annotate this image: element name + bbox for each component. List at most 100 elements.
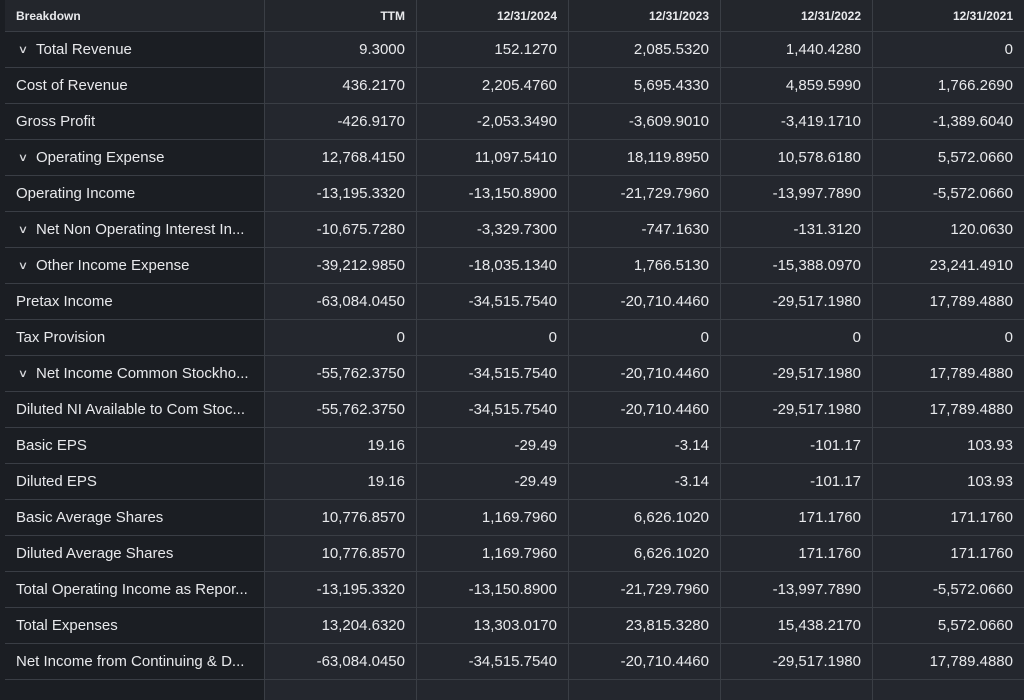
- value-cell: -55,762.3750: [265, 356, 417, 391]
- value-cell: 13,303.0170: [417, 608, 569, 643]
- value-cell: 0: [873, 320, 1024, 355]
- value-cell: -101.17: [721, 428, 873, 463]
- row-label-text: Diluted Average Shares: [16, 545, 174, 562]
- row-label-net-income-common-stockho[interactable]: ∨ Net Income Common Stockho...: [5, 356, 265, 391]
- table-row[interactable]: ∨ Net Income Common Stockho... -55,762.375…: [5, 356, 1024, 392]
- value-cell: -15,388.0970: [721, 248, 873, 283]
- table-row: Diluted NI Available to Com Stoc... -55,7…: [5, 392, 1024, 428]
- value-cell: 1,766.2690: [873, 68, 1024, 103]
- table-row[interactable]: ∨ Other Income Expense -39,212.9850 -18,035…: [5, 248, 1024, 284]
- row-label-basic-average-shares: Basic Average Shares: [5, 500, 265, 535]
- value-cell: -5,572.0660: [873, 176, 1024, 211]
- row-label-text: Other Income Expense: [36, 257, 190, 274]
- row-label-other-income-expense[interactable]: ∨ Other Income Expense: [5, 248, 265, 283]
- chevron-down-icon[interactable]: ∨: [17, 224, 29, 236]
- value-cell: 120.0630: [873, 212, 1024, 247]
- value-cell: -13,195.3320: [265, 572, 417, 607]
- row-label-basic-eps: Basic EPS: [5, 428, 265, 463]
- row-label-operating-expense[interactable]: ∨ Operating Expense: [5, 140, 265, 175]
- table-row: Diluted EPS 19.16 -29.49 -3.14 -101.17 103.93: [5, 464, 1024, 500]
- row-label-net-non-operating-interest-in[interactable]: ∨ Net Non Operating Interest In...: [5, 212, 265, 247]
- column-header-2021[interactable]: 12/31/2021: [873, 0, 1024, 31]
- value-cell: [265, 680, 417, 700]
- value-cell: 2,205.4760: [417, 68, 569, 103]
- value-cell: -20,710.4460: [569, 284, 721, 319]
- value-cell: 0: [265, 320, 417, 355]
- value-cell: 6,626.1020: [569, 536, 721, 571]
- column-header-2022[interactable]: 12/31/2022: [721, 0, 873, 31]
- row-label-net-income-from-continuing-d: Net Income from Continuing & D...: [5, 644, 265, 679]
- row-label-diluted-eps: Diluted EPS: [5, 464, 265, 499]
- table-row-partial: [5, 680, 1024, 700]
- value-cell: -10,675.7280: [265, 212, 417, 247]
- row-label-diluted-ni-available-to-com-stoc: Diluted NI Available to Com Stoc...: [5, 392, 265, 427]
- value-cell: 0: [417, 320, 569, 355]
- value-cell: 17,789.4880: [873, 356, 1024, 391]
- value-cell: -13,195.3320: [265, 176, 417, 211]
- value-cell: [417, 680, 569, 700]
- table-row: Diluted Average Shares 10,776.8570 1,169.7…: [5, 536, 1024, 572]
- value-cell: [873, 680, 1024, 700]
- value-cell: 171.1760: [873, 500, 1024, 535]
- chevron-down-icon[interactable]: ∨: [17, 152, 29, 164]
- row-label-cost-of-revenue: Cost of Revenue: [5, 68, 265, 103]
- column-header-2023[interactable]: 12/31/2023: [569, 0, 721, 31]
- value-cell: -2,053.3490: [417, 104, 569, 139]
- table-row: Total Expenses 13,204.6320 13,303.0170 23,8…: [5, 608, 1024, 644]
- value-cell: 9.3000: [265, 32, 417, 67]
- value-cell: 171.1760: [721, 536, 873, 571]
- table-row[interactable]: ∨ Total Revenue 9.3000 152.1270 2,085.5320 1,…: [5, 32, 1024, 68]
- value-cell: -63,084.0450: [265, 284, 417, 319]
- column-header-2024[interactable]: 12/31/2024: [417, 0, 569, 31]
- value-cell: -29,517.1980: [721, 284, 873, 319]
- value-cell: 2,085.5320: [569, 32, 721, 67]
- row-label-text: Total Expenses: [16, 617, 118, 634]
- chevron-down-icon[interactable]: ∨: [17, 368, 29, 380]
- value-cell: -39,212.9850: [265, 248, 417, 283]
- value-cell: -747.1630: [569, 212, 721, 247]
- table-row: Tax Provision 0 0 0 0 0: [5, 320, 1024, 356]
- table-row: Pretax Income -63,084.0450 -34,515.7540 -20…: [5, 284, 1024, 320]
- column-header-ttm[interactable]: TTM: [265, 0, 417, 31]
- chevron-down-icon[interactable]: ∨: [17, 260, 29, 272]
- table-row[interactable]: ∨ Net Non Operating Interest In... -10,675…: [5, 212, 1024, 248]
- table-header: Breakdown TTM 12/31/2024 12/31/2023 12/3…: [5, 0, 1024, 32]
- value-cell: -426.9170: [265, 104, 417, 139]
- value-cell: 12,768.4150: [265, 140, 417, 175]
- value-cell: -55,762.3750: [265, 392, 417, 427]
- value-cell: 19.16: [265, 464, 417, 499]
- table-row: Gross Profit -426.9170 -2,053.3490 -3,609.9…: [5, 104, 1024, 140]
- table-row: Basic EPS 19.16 -29.49 -3.14 -101.17 103.93: [5, 428, 1024, 464]
- row-label-text: Net Income from Continuing & D...: [16, 653, 245, 670]
- value-cell: -18,035.1340: [417, 248, 569, 283]
- value-cell: -29,517.1980: [721, 392, 873, 427]
- value-cell: -13,150.8900: [417, 176, 569, 211]
- row-label-text: Basic EPS: [16, 437, 87, 454]
- value-cell: 0: [721, 320, 873, 355]
- value-cell: [569, 680, 721, 700]
- value-cell: 436.2170: [265, 68, 417, 103]
- row-label-text: Gross Profit: [16, 113, 96, 130]
- value-cell: -20,710.4460: [569, 356, 721, 391]
- value-cell: -13,150.8900: [417, 572, 569, 607]
- row-label-text: Cost of Revenue: [16, 77, 128, 94]
- value-cell: -3,329.7300: [417, 212, 569, 247]
- table-row: Operating Income -13,195.3320 -13,150.8900…: [5, 176, 1024, 212]
- financials-table: Breakdown TTM 12/31/2024 12/31/2023 12/3…: [5, 0, 1024, 700]
- table-body: ∨ Total Revenue 9.3000 152.1270 2,085.5320 1,…: [5, 32, 1024, 680]
- table-row[interactable]: ∨ Operating Expense 12,768.4150 11,097.5410…: [5, 140, 1024, 176]
- chevron-down-icon[interactable]: ∨: [17, 44, 29, 56]
- value-cell: -29,517.1980: [721, 356, 873, 391]
- row-label-diluted-average-shares: Diluted Average Shares: [5, 536, 265, 571]
- value-cell: -29,517.1980: [721, 644, 873, 679]
- value-cell: -131.3120: [721, 212, 873, 247]
- row-label-text: Pretax Income: [16, 293, 113, 310]
- row-label-operating-income: Operating Income: [5, 176, 265, 211]
- value-cell: -5,572.0660: [873, 572, 1024, 607]
- value-cell: -3,609.9010: [569, 104, 721, 139]
- value-cell: 4,859.5990: [721, 68, 873, 103]
- row-label-total-revenue[interactable]: ∨ Total Revenue: [5, 32, 265, 67]
- value-cell: 103.93: [873, 464, 1024, 499]
- value-cell: 1,169.7960: [417, 536, 569, 571]
- value-cell: 17,789.4880: [873, 284, 1024, 319]
